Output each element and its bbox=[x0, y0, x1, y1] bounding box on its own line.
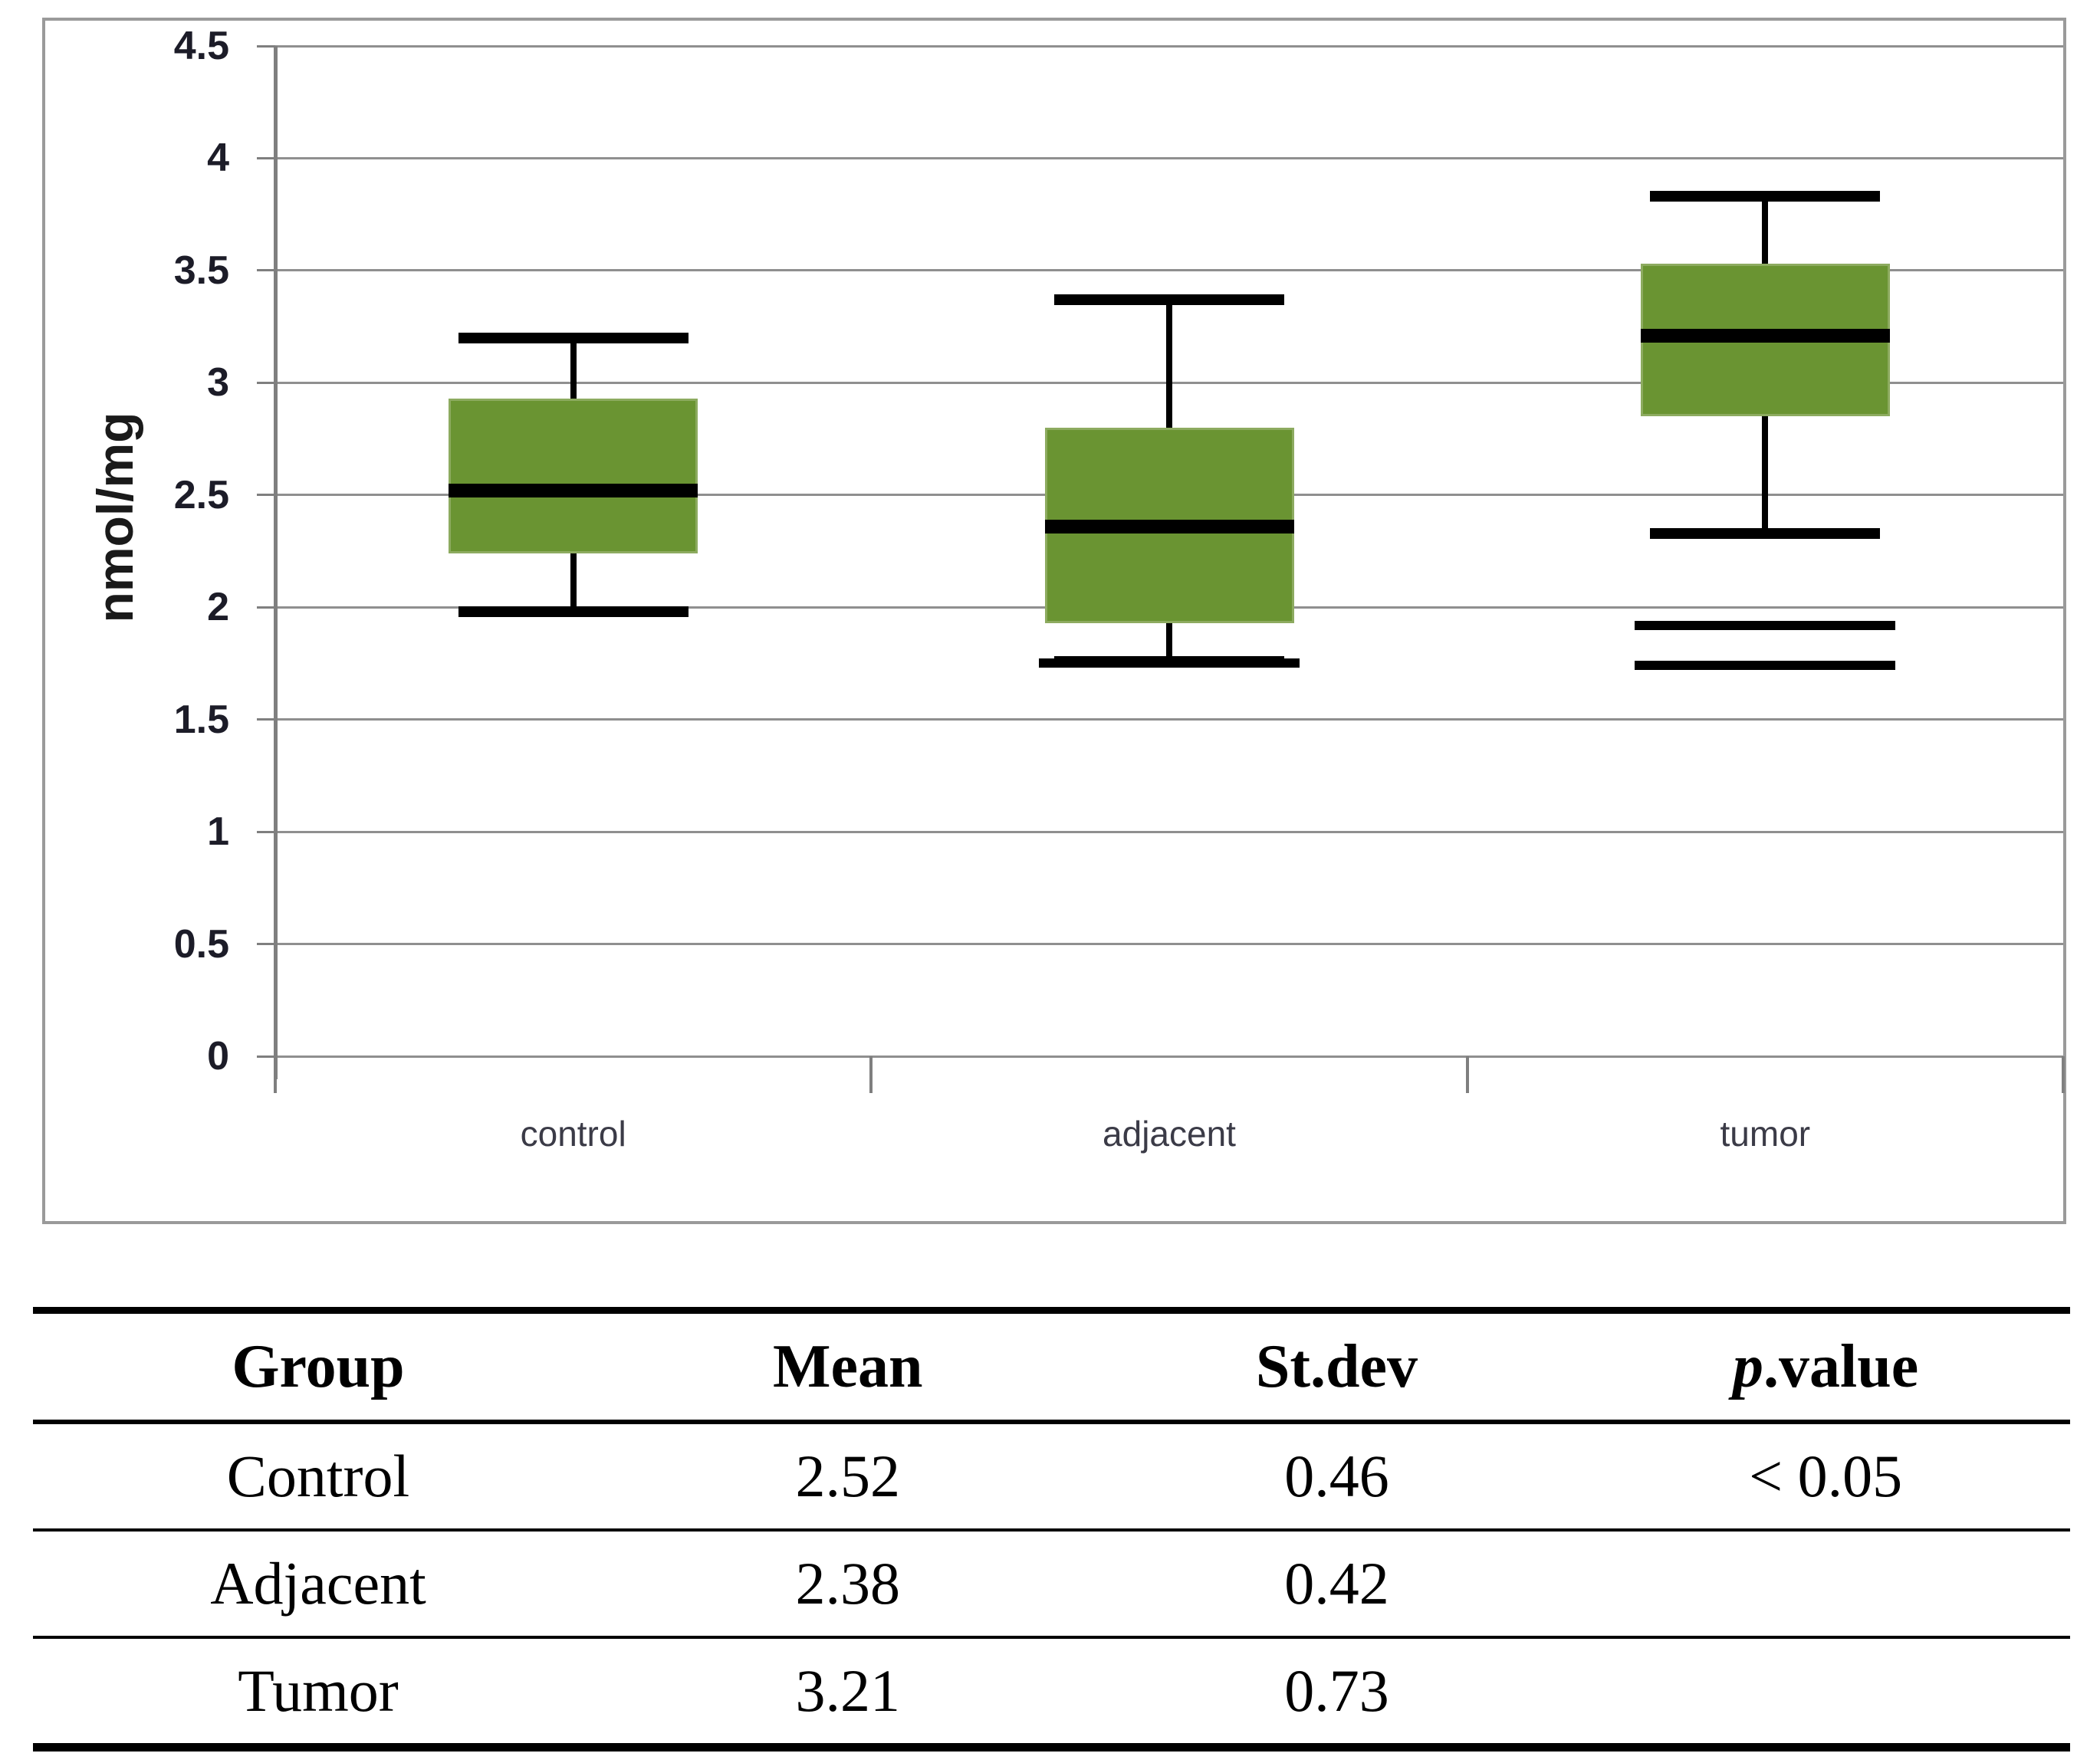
y-gridline bbox=[275, 830, 2063, 833]
y-tick-label: 3.5 bbox=[173, 248, 229, 293]
y-tick-label: 2.5 bbox=[173, 472, 229, 517]
cell-stdev: 0.42 bbox=[1092, 1528, 1582, 1637]
median-line bbox=[449, 483, 698, 497]
cell-group: Control bbox=[226, 1443, 410, 1509]
header-group: Group bbox=[33, 1310, 603, 1424]
whisker-cap-high bbox=[1650, 191, 1881, 202]
header-stdev: St.dev bbox=[1092, 1310, 1582, 1424]
y-gridline bbox=[275, 1055, 2063, 1058]
y-axis-tick bbox=[257, 44, 275, 48]
cell-stdev: 0.73 bbox=[1092, 1636, 1582, 1748]
cell-pvalue bbox=[1581, 1528, 2070, 1637]
x-axis-tick bbox=[1465, 1056, 1469, 1093]
y-tick-label: 0 bbox=[207, 1034, 229, 1078]
whisker-cap-low bbox=[1650, 527, 1881, 539]
y-axis-line bbox=[274, 46, 278, 1079]
cell-pvalue bbox=[1581, 1636, 2070, 1748]
cell-mean: 2.38 bbox=[603, 1528, 1093, 1637]
x-category-label: adjacent bbox=[1103, 1114, 1236, 1154]
y-axis-tick bbox=[257, 943, 275, 946]
box-iqr bbox=[449, 398, 698, 553]
y-tick-label: 3 bbox=[207, 360, 229, 405]
table-row: Tumor 3.21 0.73 bbox=[33, 1636, 2070, 1748]
y-gridline bbox=[275, 943, 2063, 946]
cell-pvalue: < 0.05 bbox=[1749, 1443, 1903, 1509]
plot-area: 4.5 4 3.5 3 2.5 2 1.5 1 0.5 0 control adjacent tumor bbox=[45, 21, 2065, 1221]
y-gridline bbox=[275, 156, 2063, 159]
cell-group: Adjacent bbox=[33, 1528, 603, 1637]
y-tick-label: 2 bbox=[207, 585, 229, 630]
y-axis-tick bbox=[257, 606, 275, 609]
table-header-row: Group Mean St.dev p.value bbox=[33, 1310, 2070, 1424]
whisker-cap-high bbox=[458, 332, 688, 343]
outlier-line bbox=[1635, 620, 1896, 630]
y-axis-tick bbox=[257, 1055, 275, 1058]
cell-group: Tumor bbox=[33, 1636, 603, 1748]
outlier-line bbox=[1635, 661, 1896, 671]
y-axis-tick bbox=[257, 269, 275, 272]
x-axis-tick bbox=[274, 1056, 277, 1093]
median-line bbox=[1044, 519, 1294, 533]
table-row: Control 2.52 0.46 < 0.05 bbox=[33, 1422, 2070, 1530]
header-mean: Mean bbox=[603, 1310, 1093, 1424]
cell-mean: 3.21 bbox=[603, 1636, 1093, 1748]
y-axis-tick bbox=[257, 156, 275, 159]
y-tick-label: 4 bbox=[207, 136, 229, 181]
table-row: Adjacent 2.38 0.42 bbox=[33, 1528, 2070, 1637]
x-category-label: tumor bbox=[1720, 1114, 1811, 1154]
y-axis-tick bbox=[257, 830, 275, 833]
y-axis-tick bbox=[257, 381, 275, 384]
outlier-line bbox=[1039, 658, 1300, 668]
whisker-cap-low bbox=[458, 606, 688, 618]
y-tick-label: 1 bbox=[207, 809, 229, 855]
y-axis-tick bbox=[257, 718, 275, 721]
y-tick-label: 0.5 bbox=[173, 921, 229, 967]
header-pvalue: p.value bbox=[1581, 1310, 2070, 1424]
y-gridline bbox=[275, 718, 2063, 721]
x-category-label: control bbox=[520, 1114, 626, 1154]
x-axis-tick bbox=[869, 1056, 873, 1093]
y-tick-label: 4.5 bbox=[173, 24, 229, 68]
stats-table: Group Mean St.dev p.value Control 2.52 0… bbox=[33, 1307, 2070, 1752]
cell-stdev: 0.46 bbox=[1284, 1443, 1389, 1509]
y-axis-tick bbox=[257, 494, 275, 497]
y-gridline bbox=[275, 269, 2063, 272]
whisker-cap-high bbox=[1054, 294, 1284, 305]
y-gridline bbox=[275, 44, 2063, 48]
x-axis-tick bbox=[2062, 1056, 2065, 1093]
boxplot-panel: nmol/mg 4.5 4 3.5 3 2.5 2 1.5 1 0.5 0 control adjac… bbox=[42, 18, 2066, 1224]
y-tick-label: 1.5 bbox=[173, 697, 229, 742]
median-line bbox=[1640, 328, 1890, 343]
cell-mean: 2.52 bbox=[795, 1443, 901, 1509]
